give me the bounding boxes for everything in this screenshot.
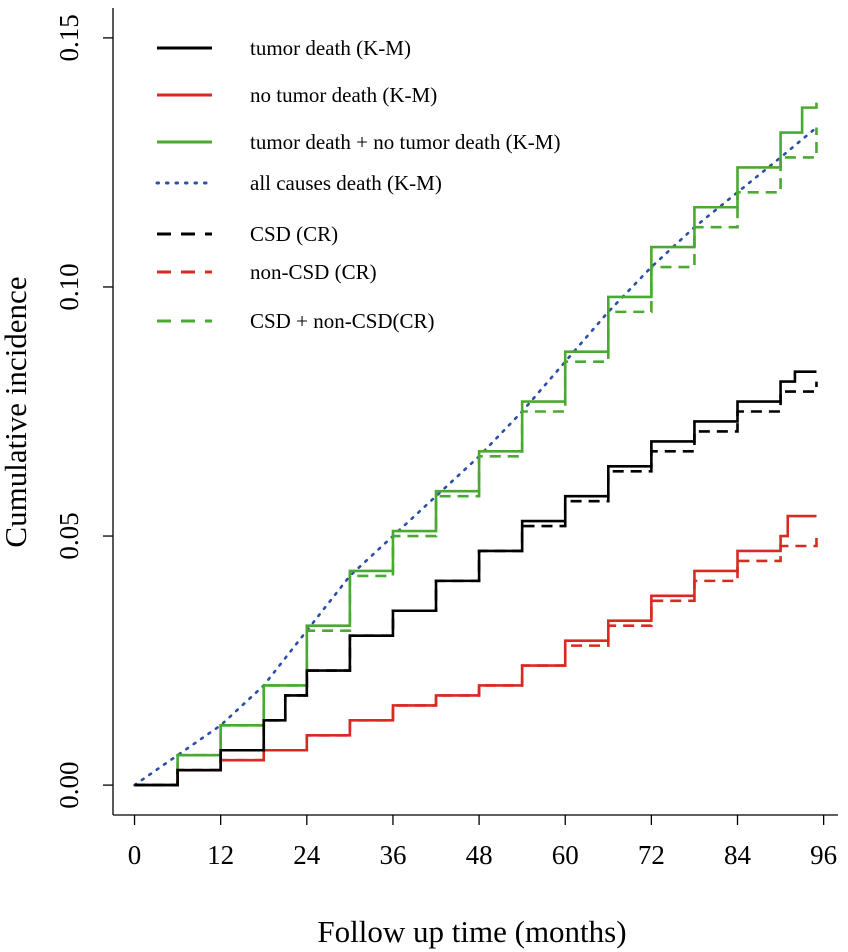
y-tick-label: 0.10 bbox=[54, 263, 84, 310]
series-line-0 bbox=[134, 370, 817, 787]
x-tick-label: 0 bbox=[128, 840, 142, 870]
y-axis-title: Cumulative incidence bbox=[0, 276, 33, 547]
x-tick-label: 36 bbox=[379, 840, 406, 870]
series-line-1 bbox=[134, 514, 817, 787]
y-tick-label: 0.05 bbox=[54, 512, 84, 559]
y-tick-label: 0.00 bbox=[54, 761, 84, 808]
series-line-2 bbox=[134, 102, 818, 787]
x-tick-label: 72 bbox=[638, 840, 665, 870]
x-tick-label: 48 bbox=[466, 840, 493, 870]
series-line-5 bbox=[134, 531, 818, 787]
legend-label: all causes death (K-M) bbox=[250, 171, 442, 195]
x-axis: 0 12 24 36 48 60 72 84 96 bbox=[128, 815, 837, 870]
y-tick-label: 0.15 bbox=[54, 14, 84, 61]
series-line-6 bbox=[134, 127, 818, 787]
legend-label: tumor death (K-M) bbox=[250, 36, 411, 60]
series-layer bbox=[133, 102, 818, 787]
x-tick-label: 96 bbox=[810, 840, 837, 870]
y-axis: 0.00 0.05 0.10 0.15 bbox=[54, 14, 113, 809]
legend-label: no tumor death (K-M) bbox=[250, 83, 437, 107]
x-tick-label: 24 bbox=[293, 840, 321, 870]
legend-label: CSD + non-CSD(CR) bbox=[250, 309, 435, 333]
legend: tumor death (K-M) no tumor death (K-M) tum… bbox=[155, 36, 560, 333]
legend-label: tumor death + no tumor death (K-M) bbox=[250, 130, 560, 154]
x-axis-title: Follow up time (months) bbox=[317, 914, 626, 949]
legend-label: CSD (CR) bbox=[250, 222, 338, 246]
x-tick-label: 12 bbox=[207, 840, 234, 870]
x-tick-label: 84 bbox=[724, 840, 752, 870]
x-tick-label: 60 bbox=[552, 840, 579, 870]
plot-frame bbox=[112, 8, 838, 816]
legend-label: non-CSD (CR) bbox=[250, 260, 377, 284]
